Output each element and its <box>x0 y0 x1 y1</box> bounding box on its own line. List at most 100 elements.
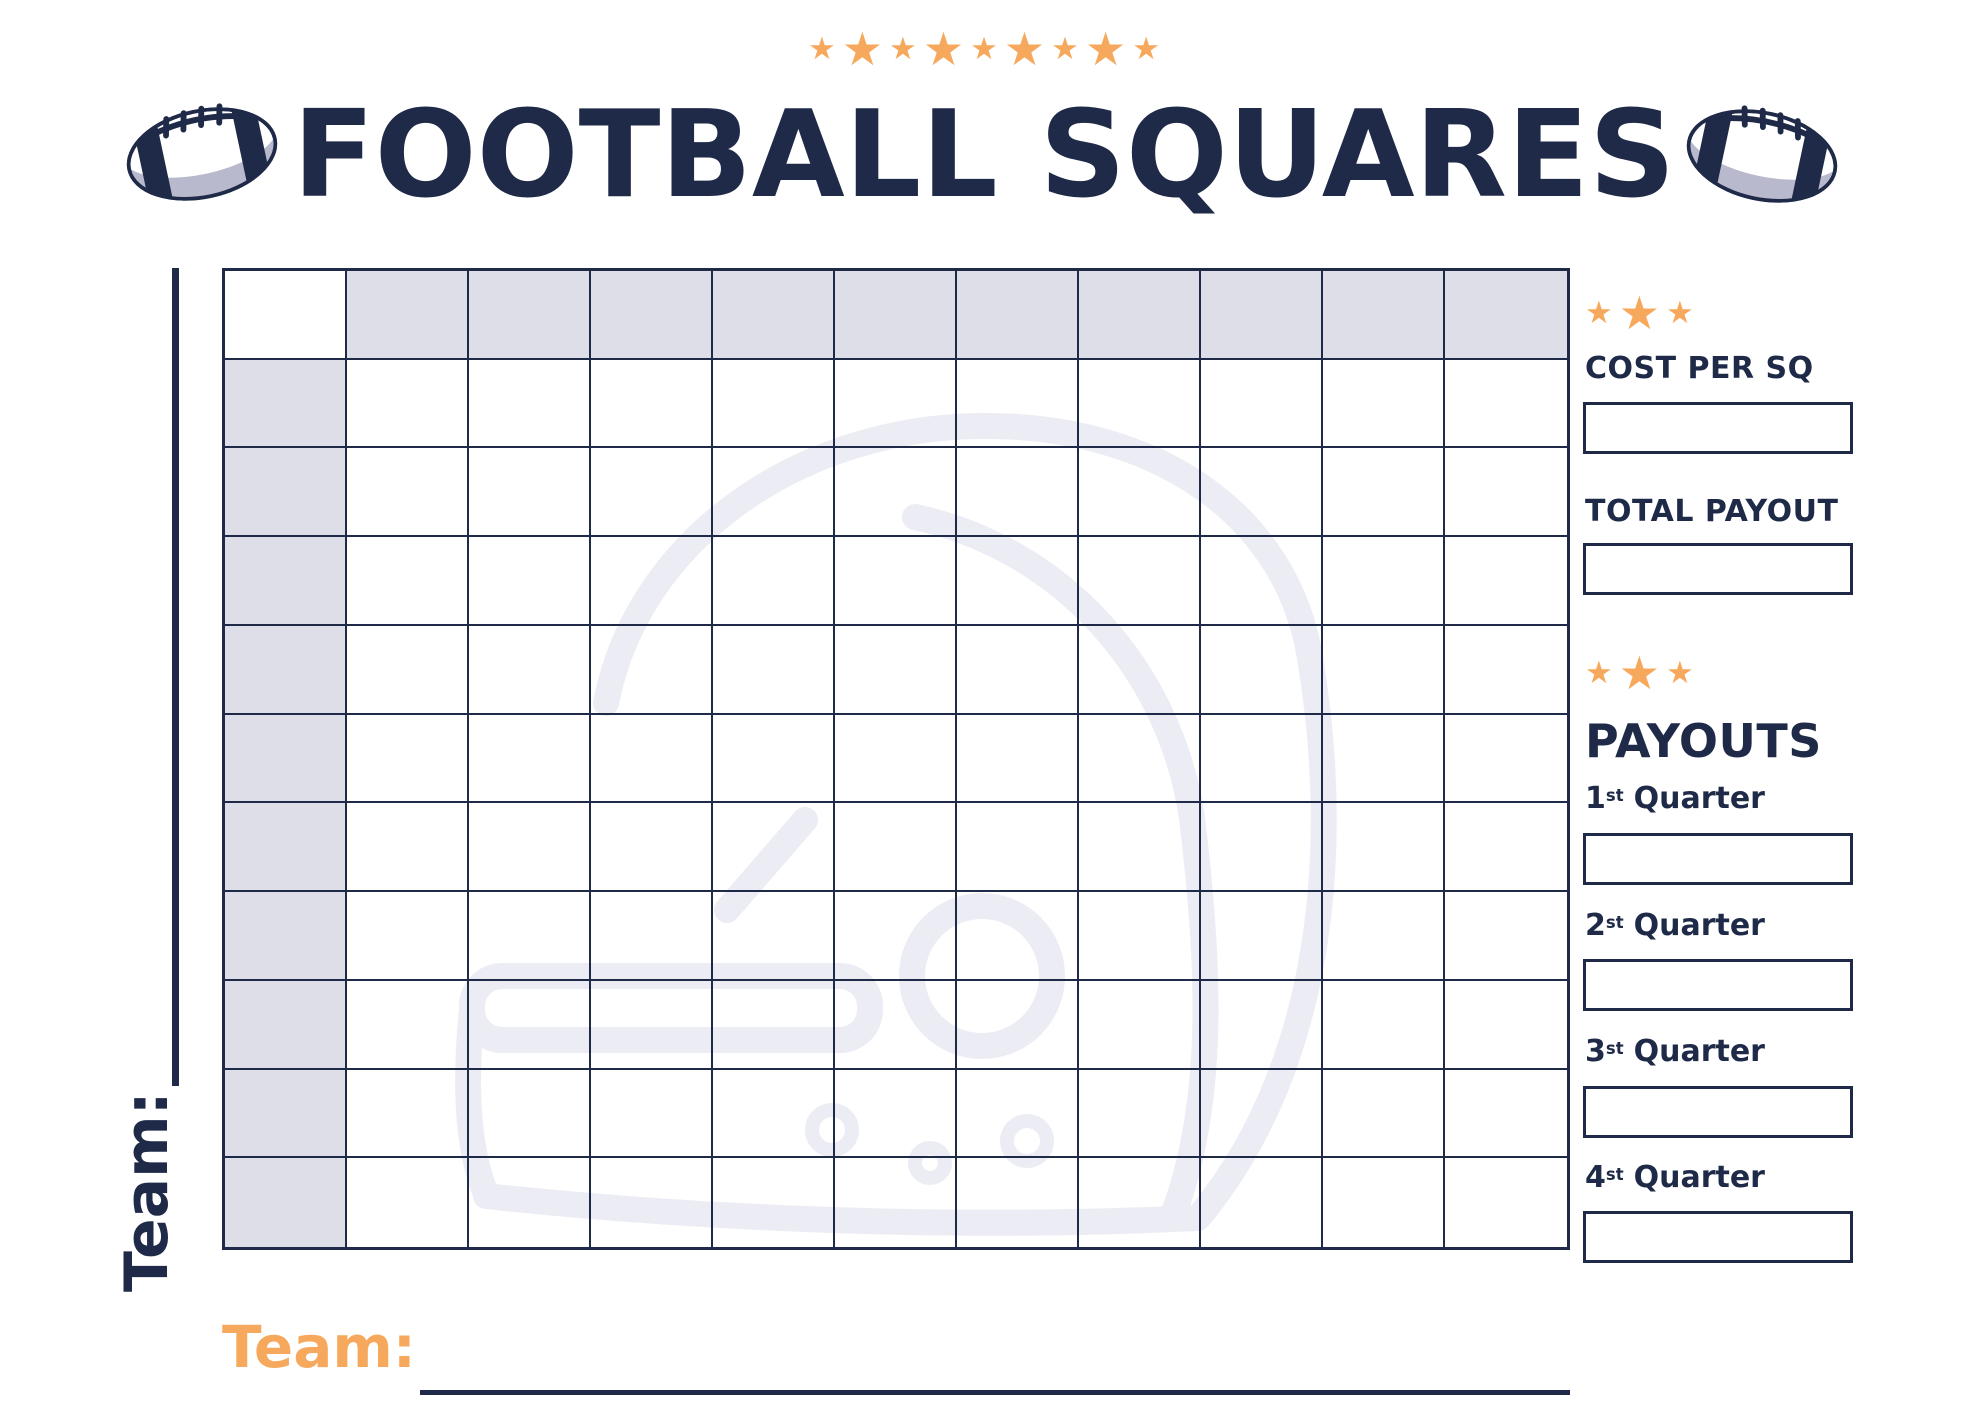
grid-square[interactable] <box>1323 448 1445 538</box>
quarter-4-payout-input[interactable] <box>1583 1211 1853 1263</box>
grid-square[interactable] <box>1201 714 1323 804</box>
grid-square[interactable] <box>713 980 835 1070</box>
grid-square[interactable] <box>469 537 591 626</box>
grid-col-header-cell[interactable] <box>469 271 591 360</box>
grid-square[interactable] <box>591 1069 713 1159</box>
grid-square[interactable] <box>1445 715 1567 804</box>
grid-square[interactable] <box>713 1069 835 1159</box>
grid-square[interactable] <box>835 714 957 804</box>
grid-col-header-cell[interactable] <box>957 271 1079 360</box>
grid-row-header-cell[interactable] <box>225 359 347 449</box>
grid-square[interactable] <box>1445 626 1567 715</box>
grid-square[interactable] <box>591 892 713 981</box>
grid-row-header-cell[interactable] <box>225 1158 347 1247</box>
grid-square[interactable] <box>347 1069 469 1159</box>
grid-square[interactable] <box>1079 980 1201 1070</box>
quarter-2-payout-input[interactable] <box>1583 959 1853 1011</box>
cost-per-sq-input[interactable] <box>1583 402 1853 454</box>
grid-square[interactable] <box>1445 360 1567 449</box>
grid-col-header-cell[interactable] <box>835 271 957 360</box>
grid-square[interactable] <box>1201 625 1323 715</box>
grid-square[interactable] <box>591 980 713 1070</box>
grid-col-header-cell[interactable] <box>347 271 469 360</box>
grid-square[interactable] <box>469 448 591 538</box>
grid-square[interactable] <box>1323 714 1445 804</box>
grid-square[interactable] <box>347 448 469 538</box>
grid-square[interactable] <box>835 1158 957 1247</box>
grid-square[interactable] <box>835 892 957 981</box>
grid-row-header-cell[interactable] <box>225 714 347 804</box>
grid-square[interactable] <box>1323 625 1445 715</box>
grid-square[interactable] <box>957 359 1079 449</box>
grid-square[interactable] <box>591 448 713 538</box>
grid-square[interactable] <box>957 537 1079 626</box>
grid-square[interactable] <box>1323 980 1445 1070</box>
grid-square[interactable] <box>591 359 713 449</box>
grid-square[interactable] <box>835 1069 957 1159</box>
grid-square[interactable] <box>1445 537 1567 626</box>
grid-square[interactable] <box>469 1069 591 1159</box>
grid-square[interactable] <box>957 1158 1079 1247</box>
grid-square[interactable] <box>713 448 835 538</box>
grid-square[interactable] <box>347 803 469 893</box>
total-payout-input[interactable] <box>1583 543 1853 595</box>
grid-square[interactable] <box>957 980 1079 1070</box>
grid-square[interactable] <box>713 714 835 804</box>
grid-square[interactable] <box>347 625 469 715</box>
grid-square[interactable] <box>835 537 957 626</box>
grid-square[interactable] <box>1323 1158 1445 1247</box>
grid-square[interactable] <box>1323 537 1445 626</box>
grid-row-header-cell[interactable] <box>225 980 347 1070</box>
grid-square[interactable] <box>469 892 591 981</box>
grid-square[interactable] <box>713 359 835 449</box>
grid-square[interactable] <box>957 803 1079 893</box>
grid-square[interactable] <box>1445 1070 1567 1159</box>
grid-square[interactable] <box>957 892 1079 981</box>
grid-square[interactable] <box>1079 448 1201 538</box>
grid-square[interactable] <box>1201 537 1323 626</box>
grid-square[interactable] <box>1079 537 1201 626</box>
grid-square[interactable] <box>1079 892 1201 981</box>
quarter-1-payout-input[interactable] <box>1583 833 1853 885</box>
grid-row-header-cell[interactable] <box>225 537 347 626</box>
grid-square[interactable] <box>1323 359 1445 449</box>
grid-square[interactable] <box>347 537 469 626</box>
grid-row-header-cell[interactable] <box>225 448 347 538</box>
grid-row-header-cell[interactable] <box>225 625 347 715</box>
grid-square[interactable] <box>469 625 591 715</box>
grid-square[interactable] <box>835 448 957 538</box>
grid-square[interactable] <box>1201 980 1323 1070</box>
grid-square[interactable] <box>1201 803 1323 893</box>
grid-square[interactable] <box>1079 714 1201 804</box>
grid-square[interactable] <box>1079 359 1201 449</box>
grid-square[interactable] <box>713 803 835 893</box>
grid-square[interactable] <box>713 892 835 981</box>
grid-square[interactable] <box>1323 892 1445 981</box>
grid-square[interactable] <box>713 625 835 715</box>
grid-square[interactable] <box>835 625 957 715</box>
grid-col-header-cell[interactable] <box>1079 271 1201 360</box>
grid-square[interactable] <box>591 714 713 804</box>
grid-row-header-cell[interactable] <box>225 803 347 893</box>
grid-square[interactable] <box>1445 1158 1567 1247</box>
grid-col-header-cell[interactable] <box>1201 271 1323 360</box>
grid-square[interactable] <box>1445 981 1567 1070</box>
grid-square[interactable] <box>591 803 713 893</box>
grid-square[interactable] <box>713 1158 835 1247</box>
grid-row-header-cell[interactable] <box>225 1069 347 1159</box>
grid-square[interactable] <box>347 714 469 804</box>
grid-square[interactable] <box>1201 1069 1323 1159</box>
grid-square[interactable] <box>591 1158 713 1247</box>
grid-col-header-cell[interactable] <box>591 271 713 360</box>
grid-col-header-cell[interactable] <box>713 271 835 360</box>
grid-square[interactable] <box>469 714 591 804</box>
grid-square[interactable] <box>347 980 469 1070</box>
grid-square[interactable] <box>1201 1158 1323 1247</box>
grid-square[interactable] <box>469 1158 591 1247</box>
grid-square[interactable] <box>1445 448 1567 538</box>
grid-row-header-cell[interactable] <box>225 892 347 981</box>
left-team-write-line[interactable] <box>172 268 179 1086</box>
grid-square[interactable] <box>347 1158 469 1247</box>
grid-square[interactable] <box>1323 803 1445 893</box>
grid-square[interactable] <box>1445 803 1567 893</box>
